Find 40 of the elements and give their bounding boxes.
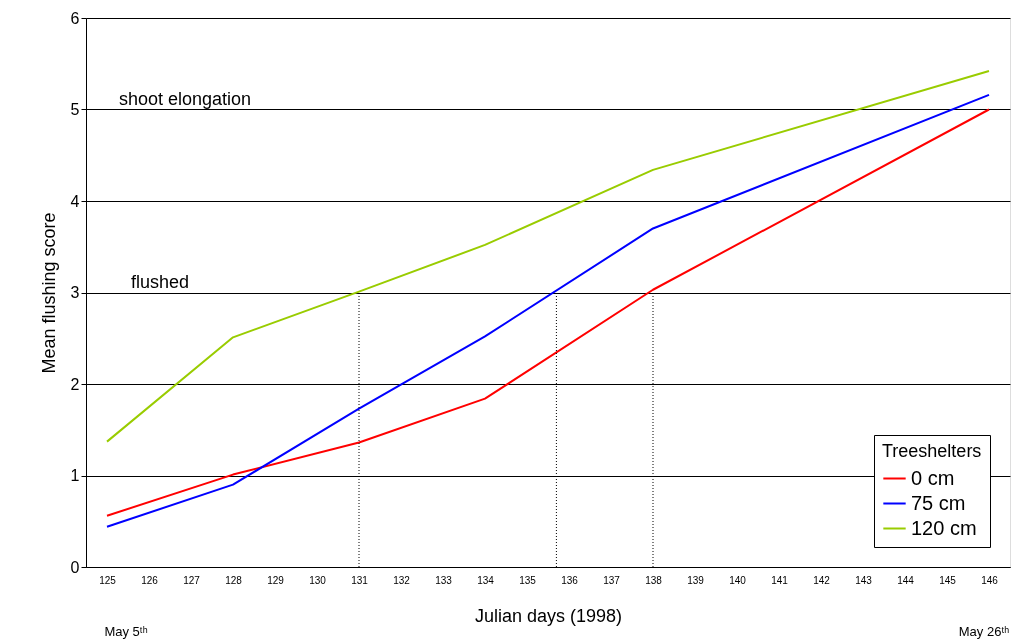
text: May 26ᵗʰ	[958, 624, 1010, 639]
x-tick-label: 132	[393, 574, 411, 586]
x-tick-label: 133	[435, 574, 453, 586]
x-tick-label: 144	[897, 574, 915, 586]
legend-title: Treeshelters	[882, 441, 982, 461]
x-axis-title: Julian days (1998)	[474, 605, 623, 626]
x-tick-label: 126	[141, 574, 159, 586]
x-tick-label: 127	[183, 574, 201, 586]
x-tick-label: 136	[561, 574, 579, 586]
x-tick-label: 146	[981, 574, 999, 586]
annotation: flushed	[131, 272, 190, 292]
x-tick-label: 129	[267, 574, 285, 586]
legend-label: 120 cm	[911, 516, 977, 539]
x-tick-label: 137	[603, 574, 621, 586]
x-tick-label: 141	[771, 574, 789, 586]
y-tick-label: 2	[70, 375, 80, 393]
x-tick-label: 134	[477, 574, 495, 586]
x-tick-label: 131	[351, 574, 369, 586]
legend-label: 0 cm	[911, 466, 955, 489]
x-tick-label: 145	[939, 574, 957, 586]
y-tick-label: 3	[70, 284, 80, 301]
x-tick-label: 140	[729, 574, 747, 586]
x-tick-label: 130	[309, 574, 327, 586]
x-tick-label: 125	[99, 574, 117, 586]
text: May 5ᵗʰ	[104, 624, 148, 639]
y-tick-label: 6	[70, 9, 80, 27]
y-axis-title: Mean flushing score	[38, 212, 59, 374]
annotation: shoot elongation	[119, 89, 252, 109]
x-tick-label: 138	[645, 574, 663, 586]
y-tick-label: 1	[70, 467, 80, 484]
legend-label: 75 cm	[911, 491, 966, 514]
x-tick-label: 142	[813, 574, 831, 586]
x-tick-label: 135	[519, 574, 537, 586]
x-tick-label: 128	[225, 574, 243, 586]
line-series	[106, 70, 990, 443]
x-tick-label: 143	[855, 574, 873, 586]
y-tick-label: 0	[70, 558, 80, 576]
y-tick-label: 4	[70, 192, 80, 210]
x-tick-label: 139	[687, 574, 705, 586]
y-tick-label: 5	[70, 101, 80, 118]
